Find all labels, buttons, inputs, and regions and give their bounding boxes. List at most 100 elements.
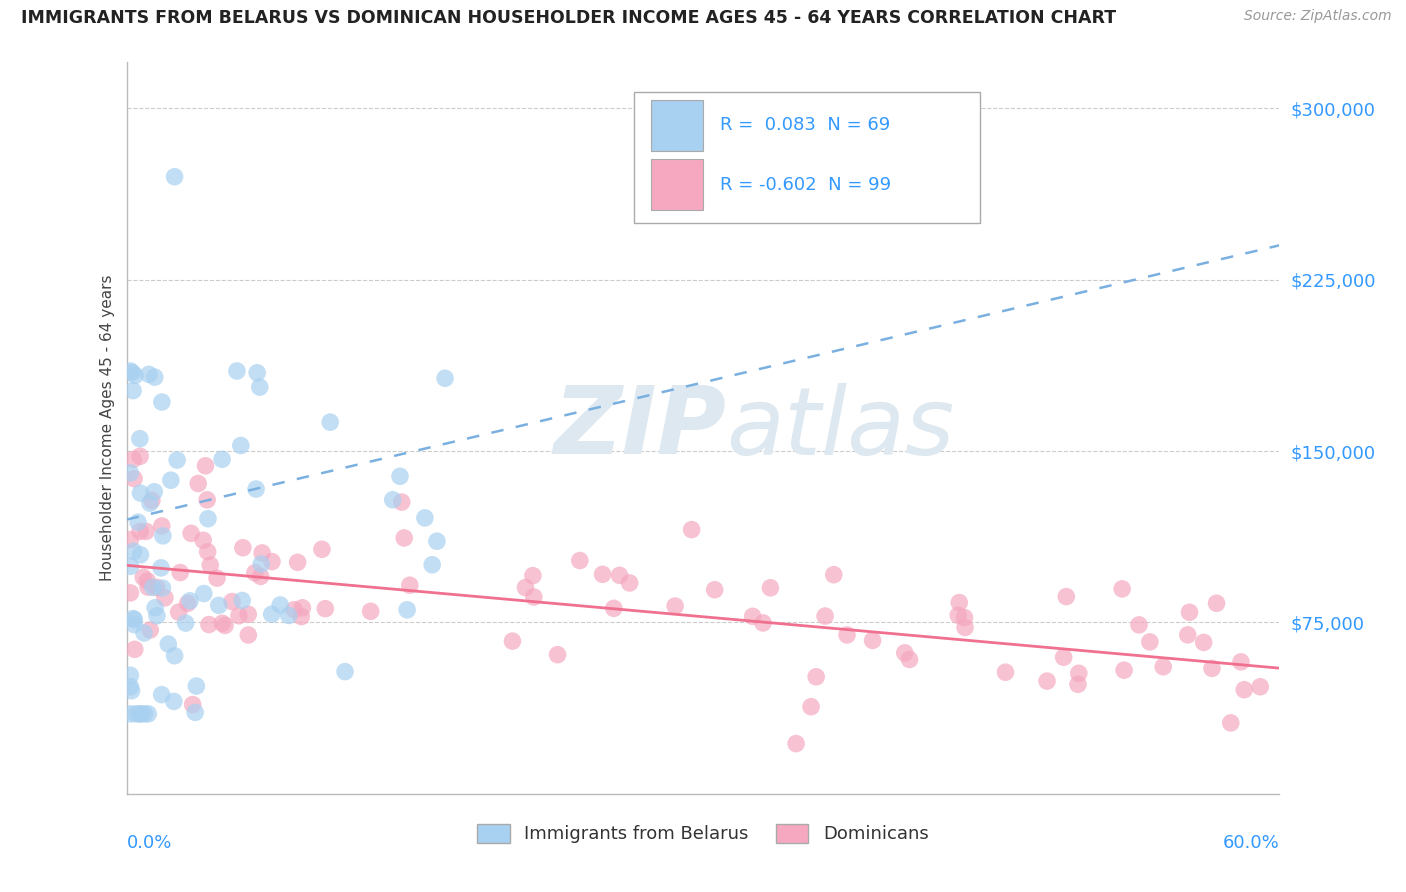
- Point: [396, 603, 419, 617]
- FancyBboxPatch shape: [634, 92, 980, 223]
- Point: [122, 544, 145, 558]
- Point: [128, 432, 150, 446]
- Point: [120, 668, 142, 682]
- Point: [143, 484, 166, 499]
- Point: [194, 458, 217, 473]
- Point: [129, 524, 152, 539]
- Point: [515, 581, 537, 595]
- Point: [139, 623, 162, 637]
- Point: [1192, 635, 1215, 649]
- Point: [1152, 659, 1174, 673]
- Point: [592, 567, 614, 582]
- Point: [163, 169, 186, 184]
- Point: [138, 368, 160, 382]
- Point: [152, 581, 174, 595]
- Point: [1036, 674, 1059, 689]
- Text: IMMIGRANTS FROM BELARUS VS DOMINICAN HOUSEHOLDER INCOME AGES 45 - 64 YEARS CORRE: IMMIGRANTS FROM BELARUS VS DOMINICAN HOU…: [21, 9, 1116, 27]
- Point: [1067, 666, 1090, 681]
- Point: [208, 599, 231, 613]
- Point: [141, 493, 163, 508]
- Point: [703, 582, 725, 597]
- Point: [228, 608, 250, 623]
- Point: [269, 598, 291, 612]
- Point: [176, 596, 198, 610]
- Point: [501, 634, 523, 648]
- Point: [814, 609, 837, 624]
- Point: [311, 542, 333, 557]
- Point: [143, 600, 166, 615]
- Text: atlas: atlas: [725, 383, 955, 474]
- Point: [953, 620, 976, 634]
- Bar: [651, 159, 703, 211]
- Point: [381, 492, 404, 507]
- Point: [166, 453, 188, 467]
- Point: [214, 618, 236, 632]
- Point: [211, 452, 233, 467]
- Point: [1219, 715, 1241, 730]
- Point: [1053, 650, 1076, 665]
- Point: [124, 368, 146, 383]
- Point: [898, 652, 921, 666]
- Point: [225, 364, 247, 378]
- Point: [187, 476, 209, 491]
- Point: [1114, 663, 1136, 677]
- Text: 60.0%: 60.0%: [1223, 834, 1279, 852]
- Point: [146, 581, 169, 595]
- Point: [193, 533, 215, 548]
- Point: [994, 665, 1017, 680]
- Point: [1067, 677, 1090, 691]
- Point: [835, 628, 858, 642]
- Point: [184, 706, 207, 720]
- Point: [1177, 628, 1199, 642]
- Point: [1054, 590, 1077, 604]
- Point: [221, 594, 243, 608]
- Point: [136, 706, 159, 721]
- Point: [523, 590, 546, 604]
- Point: [948, 608, 970, 623]
- Point: [120, 533, 142, 547]
- Point: [167, 605, 190, 619]
- Point: [291, 600, 314, 615]
- Point: [1205, 596, 1227, 610]
- Point: [152, 529, 174, 543]
- Point: [181, 698, 204, 712]
- Point: [238, 628, 260, 642]
- Point: [894, 646, 917, 660]
- Point: [609, 568, 631, 582]
- Point: [392, 531, 415, 545]
- Point: [143, 370, 166, 384]
- Text: ZIP: ZIP: [553, 382, 725, 475]
- Point: [135, 524, 157, 539]
- Point: [169, 566, 191, 580]
- Point: [1128, 618, 1150, 632]
- Point: [232, 541, 254, 555]
- Point: [277, 608, 299, 623]
- Point: [120, 559, 142, 574]
- Point: [250, 546, 273, 560]
- Point: [238, 607, 260, 622]
- Point: [290, 609, 312, 624]
- Bar: [651, 100, 703, 151]
- Point: [153, 591, 176, 605]
- Point: [249, 380, 271, 394]
- Point: [129, 548, 152, 562]
- Point: [246, 366, 269, 380]
- Point: [139, 496, 162, 510]
- Point: [120, 364, 142, 378]
- Point: [823, 567, 845, 582]
- Point: [200, 558, 222, 573]
- Point: [1111, 582, 1133, 596]
- Point: [360, 604, 382, 618]
- Point: [150, 688, 173, 702]
- Point: [125, 706, 148, 721]
- Point: [568, 553, 591, 567]
- Point: [752, 615, 775, 630]
- Y-axis label: Householder Income Ages 45 - 64 years: Householder Income Ages 45 - 64 years: [100, 275, 115, 582]
- Point: [174, 616, 197, 631]
- Point: [314, 601, 336, 615]
- Point: [180, 526, 202, 541]
- Point: [195, 492, 218, 507]
- Point: [128, 706, 150, 721]
- Point: [122, 384, 145, 398]
- Point: [193, 586, 215, 600]
